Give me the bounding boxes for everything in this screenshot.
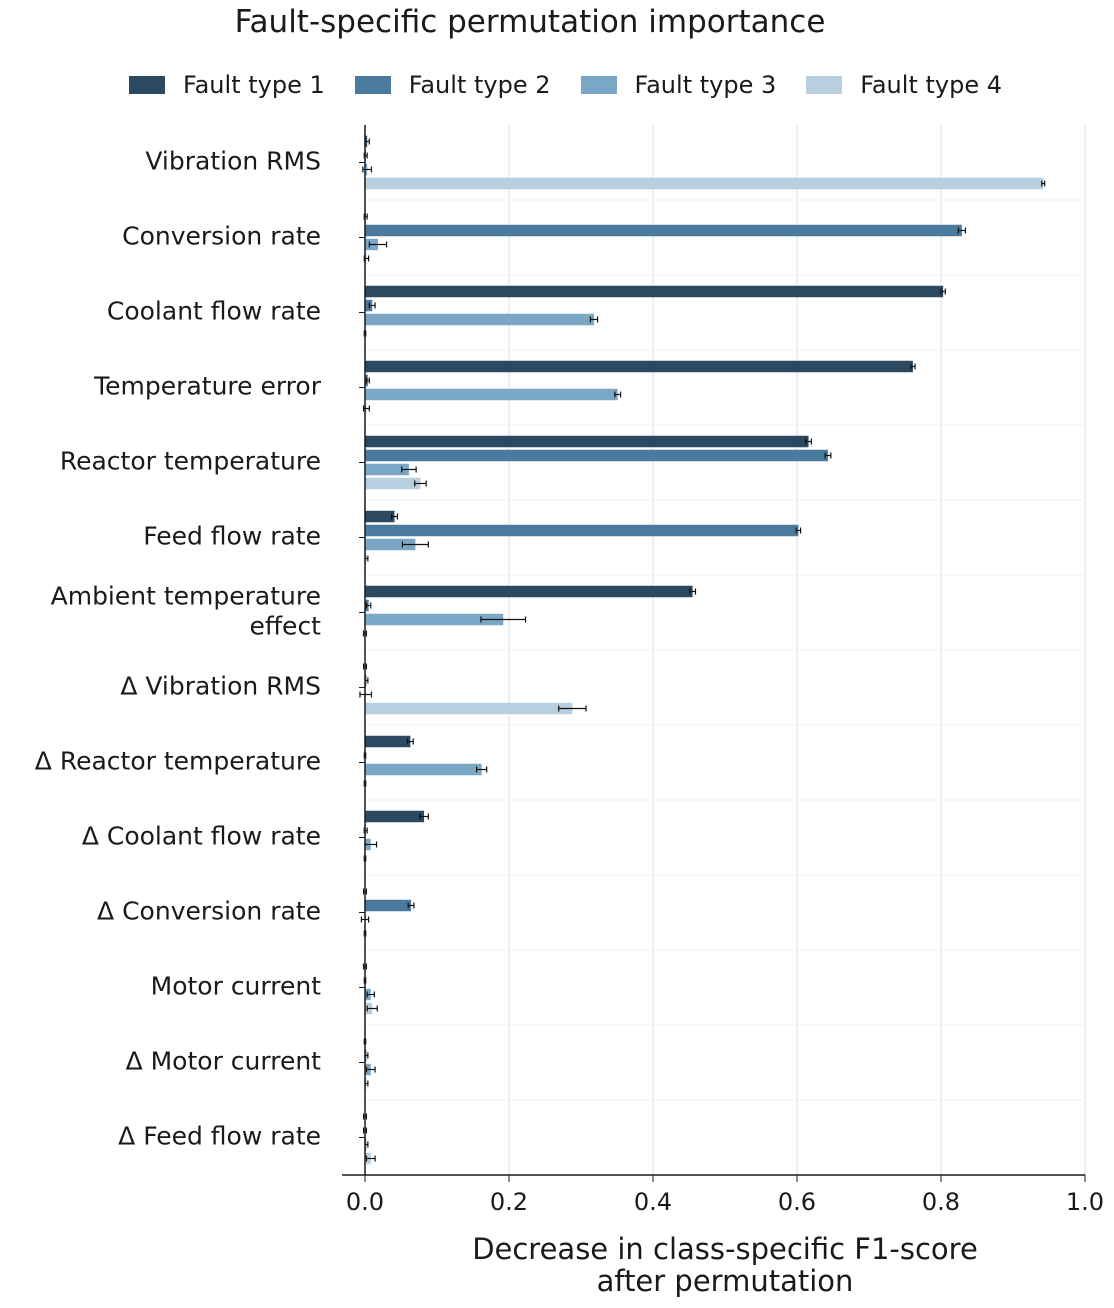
legend-item-fault-3: Fault type 3 <box>580 71 777 99</box>
category-label: Δ Reactor temperature <box>35 747 321 776</box>
legend-label-fault-2: Fault type 2 <box>408 71 551 99</box>
legend: Fault type 1 Fault type 2 Fault type 3 F… <box>129 68 1032 102</box>
category-label: Δ Coolant flow rate <box>82 822 321 851</box>
bar-1 <box>365 510 395 523</box>
x-tick-label: 0.4 <box>634 1188 672 1216</box>
legend-item-fault-1: Fault type 1 <box>129 71 325 99</box>
category-label: Ambient temperature effect <box>51 582 322 641</box>
legend-swatch-fault-2 <box>354 76 391 94</box>
category-label: Δ Conversion rate <box>97 897 321 926</box>
bar-3 <box>365 763 482 776</box>
bar-3 <box>365 613 504 626</box>
bar-2 <box>365 524 799 537</box>
bar-2 <box>365 899 412 912</box>
category-label: Coolant flow rate <box>107 297 321 326</box>
bar-4 <box>365 177 1044 190</box>
legend-item-fault-2: Fault type 2 <box>354 71 551 99</box>
bar-3 <box>365 388 618 401</box>
category-label: Δ Motor current <box>126 1047 322 1076</box>
bar-1 <box>365 810 425 823</box>
category-label: Temperature error <box>93 372 322 401</box>
x-tick-label: 1.0 <box>1066 1188 1104 1216</box>
category-label: Conversion rate <box>122 222 321 251</box>
bar-3 <box>365 538 416 551</box>
bar-1 <box>365 360 913 373</box>
bar-3 <box>365 313 594 326</box>
x-axis-label: Decrease in class-specific F1-score afte… <box>365 1233 1085 1297</box>
category-label: Reactor temperature <box>60 447 321 476</box>
bar-3 <box>365 463 409 476</box>
bar-1 <box>365 285 944 298</box>
bar-2 <box>365 449 828 462</box>
category-label: Feed flow rate <box>143 522 321 551</box>
bar-1 <box>365 735 411 748</box>
legend-label-fault-1: Fault type 1 <box>183 71 325 99</box>
category-label: Δ Vibration RMS <box>120 672 321 701</box>
category-label: Vibration RMS <box>145 147 321 176</box>
legend-swatch-fault-4 <box>806 76 843 94</box>
legend-item-fault-4: Fault type 4 <box>806 71 1002 99</box>
x-tick-label: 0.8 <box>922 1188 960 1216</box>
legend-label-fault-4: Fault type 4 <box>860 71 1002 99</box>
bar-2 <box>365 224 962 237</box>
bar-1 <box>365 585 693 598</box>
x-tick-label: 0.2 <box>490 1188 528 1216</box>
chart-title: Fault-specific permutation importance <box>234 4 826 40</box>
bar-2 <box>365 299 373 312</box>
x-axis-label-line-1: Decrease in class-specific F1-score <box>472 1232 978 1266</box>
x-tick-label: 0.0 <box>346 1188 384 1216</box>
category-label: Motor current <box>151 972 322 1001</box>
bar-4 <box>365 702 573 715</box>
bar-4 <box>365 477 421 490</box>
legend-swatch-fault-1 <box>129 76 165 94</box>
bar-1 <box>365 435 809 448</box>
x-tick-label: 0.6 <box>778 1188 816 1216</box>
legend-label-fault-3: Fault type 3 <box>634 71 777 99</box>
category-label: Δ Feed flow rate <box>118 1122 321 1151</box>
x-axis-label-line-2: after permutation <box>596 1264 854 1298</box>
legend-swatch-fault-3 <box>580 76 617 94</box>
